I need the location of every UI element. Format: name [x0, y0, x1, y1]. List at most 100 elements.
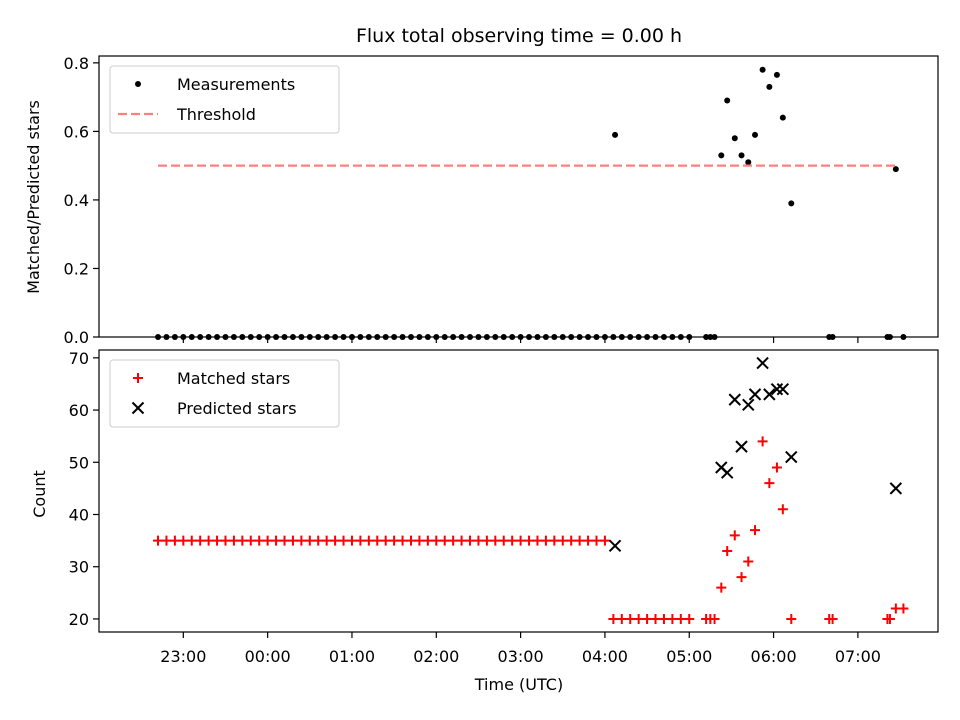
- matched-star-point: [304, 535, 315, 546]
- matched-star-point: [169, 535, 180, 546]
- top-panel: 0.0 0.2 0.4 0.6 0.8 Measurements Threshold: [64, 54, 939, 347]
- predicted-star-point: [735, 440, 748, 453]
- top-axes-frame: [98, 55, 939, 338]
- top-y-axis-label: Matched/Predicted stars: [24, 100, 43, 294]
- matched-star-point: [716, 582, 727, 593]
- matched-star-point: [414, 535, 425, 546]
- bottom-y-tick-label: 50: [69, 453, 89, 472]
- measurement-point: [892, 166, 899, 173]
- x-tick-label: 00:00: [245, 647, 291, 666]
- matched-star-point: [566, 535, 577, 546]
- matched-star-point: [583, 535, 594, 546]
- bottom-legend: Matched stars Predicted stars: [109, 359, 340, 428]
- matched-star-point: [363, 535, 374, 546]
- matched-star-point: [591, 535, 602, 546]
- matched-star-point: [220, 535, 231, 546]
- matched-star-point: [338, 535, 349, 546]
- top-y-tick-label: 0.2: [64, 259, 89, 278]
- matched-star-point: [271, 535, 282, 546]
- matched-star-point: [709, 613, 720, 624]
- matched-star-point: [439, 535, 450, 546]
- matched-star-point: [898, 603, 909, 614]
- matched-star-point: [203, 535, 214, 546]
- matched-star-point: [884, 613, 895, 624]
- matched-star-point: [448, 535, 459, 546]
- matched-star-point: [625, 613, 636, 624]
- matched-star-point: [473, 535, 484, 546]
- matched-star-point: [540, 535, 551, 546]
- matched-star-point: [722, 546, 733, 557]
- matched-star-point: [608, 613, 619, 624]
- matched-star-point: [397, 535, 408, 546]
- bottom-y-tick-label: 20: [69, 610, 89, 629]
- matched-star-point: [599, 535, 610, 546]
- top-y-tick-label: 0.4: [64, 191, 89, 210]
- predicted-star-point: [785, 450, 798, 464]
- matched-star-point: [405, 535, 416, 546]
- predicted-star-point: [756, 356, 769, 370]
- legend-label: Threshold: [176, 105, 256, 124]
- matched-star-point: [195, 535, 206, 546]
- matched-star-point: [616, 613, 627, 624]
- matched-star-point: [313, 535, 324, 546]
- x-tick-label: 04:00: [582, 647, 628, 666]
- matched-star-point: [764, 478, 775, 489]
- measurement-point: [759, 66, 766, 73]
- top-y-tick-label: 0.6: [64, 122, 89, 141]
- matched-star-point: [549, 535, 560, 546]
- x-tick-label: 07:00: [835, 647, 881, 666]
- legend-plus-marker: [133, 373, 143, 383]
- matched-star-point: [524, 535, 535, 546]
- matched-star-point: [515, 535, 526, 546]
- matched-star-point: [422, 535, 433, 546]
- matched-star-point: [532, 535, 543, 546]
- bottom-series-matched-stars: [153, 436, 909, 624]
- measurement-point: [773, 71, 780, 78]
- matched-star-point: [321, 535, 332, 546]
- measurement-point: [745, 159, 752, 166]
- matched-star-point: [212, 535, 223, 546]
- measurement-point: [788, 200, 795, 207]
- matched-star-point: [481, 535, 492, 546]
- matched-star-point: [684, 613, 695, 624]
- measurement-point: [718, 152, 725, 159]
- legend-label: Measurements: [177, 75, 295, 94]
- predicted-star-point: [608, 539, 622, 553]
- x-tick-label: 06:00: [751, 647, 797, 666]
- predicted-star-point: [720, 466, 734, 479]
- matched-star-point: [642, 613, 653, 624]
- matched-star-point: [777, 504, 788, 515]
- matched-star-point: [372, 535, 383, 546]
- x-tick-label: 05:00: [666, 647, 712, 666]
- measurement-point: [738, 152, 745, 159]
- matched-star-point: [161, 535, 172, 546]
- bottom-y-tick-label: 30: [69, 558, 89, 577]
- predicted-star-point: [770, 382, 784, 396]
- matched-star-point: [658, 613, 669, 624]
- measurement-point: [779, 114, 786, 121]
- matched-star-point: [279, 535, 290, 546]
- matched-star-point: [237, 535, 248, 546]
- matched-star-point: [330, 535, 341, 546]
- matched-star-point: [346, 535, 357, 546]
- matched-star-point: [667, 613, 678, 624]
- matched-star-point: [456, 535, 467, 546]
- predicted-star-point: [742, 398, 755, 412]
- legend-box: [109, 65, 340, 134]
- matched-star-point: [557, 535, 568, 546]
- matched-star-point: [153, 535, 164, 546]
- matched-star-point: [574, 535, 585, 546]
- top-y-tick-label: 0.8: [64, 54, 89, 73]
- matched-star-point: [287, 535, 298, 546]
- legend-label: Matched stars: [177, 369, 290, 388]
- matched-star-point: [178, 535, 189, 546]
- matched-star-point: [186, 535, 197, 546]
- legend-dot-marker: [135, 81, 141, 87]
- bottom-panel: 20 30 40 50 60 70 23:00 00:00 01:00 02:00 03:00 04:…: [69, 349, 939, 666]
- matched-star-point: [633, 613, 644, 624]
- bottom-y-tick-label: 40: [69, 506, 89, 525]
- matched-star-point: [245, 535, 256, 546]
- matched-star-point: [757, 436, 768, 447]
- matched-star-point: [650, 613, 661, 624]
- bottom-axes-frame: [98, 349, 939, 633]
